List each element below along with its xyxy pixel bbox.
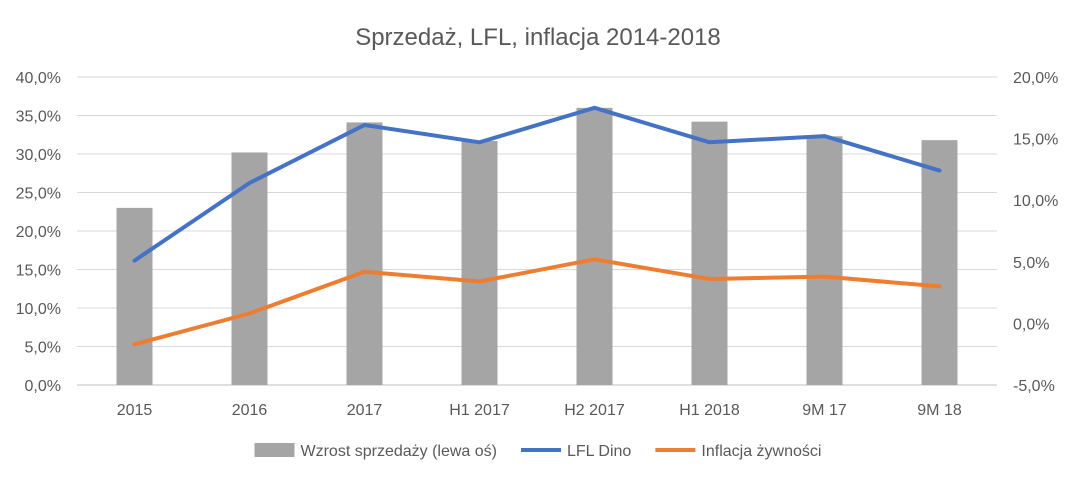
left-axis-tick-label: 35,0% xyxy=(16,109,61,126)
bar xyxy=(921,140,958,385)
x-axis-tick-label: 9M 18 xyxy=(917,402,962,419)
legend-swatch xyxy=(254,443,295,457)
left-axis-tick-label: 0,0% xyxy=(25,378,61,395)
legend-label: LFL Dino xyxy=(567,443,631,460)
x-axis-tick-label: H1 2018 xyxy=(679,402,740,419)
x-axis-tick-label: 2015 xyxy=(117,402,153,419)
bar xyxy=(806,136,843,385)
left-axis-tick-label: 10,0% xyxy=(16,301,61,318)
series-line xyxy=(132,105,942,263)
left-axis-tick-label: 20,0% xyxy=(16,224,61,241)
line-series xyxy=(132,105,942,347)
bar xyxy=(346,122,383,386)
legend: Wzrost sprzedaży (lewa oś) LFL Dino Inflac… xyxy=(254,443,821,460)
right-axis-tick-label: 0,0% xyxy=(1013,316,1049,333)
right-axis-tick-label: 5,0% xyxy=(1013,255,1049,272)
legend-label: Inflacja żywności xyxy=(701,443,821,460)
left-axis-tick-label: 25,0% xyxy=(16,186,61,203)
left-axis-tick-label: 5,0% xyxy=(25,340,61,357)
x-axis-tick-label: 2016 xyxy=(232,402,268,419)
left-axis-tick-label: 40,0% xyxy=(16,70,61,87)
bar xyxy=(691,121,728,385)
right-axis-tick-label: -5,0% xyxy=(1013,378,1055,395)
bar xyxy=(231,152,268,385)
legend-label: Wzrost sprzedaży (lewa oś) xyxy=(301,443,498,460)
x-axis-tick-label: 2017 xyxy=(347,402,383,419)
legend-item: Wzrost sprzedaży (lewa oś) xyxy=(254,443,498,460)
x-axis-tick-label: 9M 17 xyxy=(802,402,847,419)
right-axis-tick-label: 20,0% xyxy=(1013,70,1058,87)
gridlines xyxy=(77,76,997,386)
left-axis-tick-label: 30,0% xyxy=(16,147,61,164)
chart-title: Sprzedaż, LFL, inflacja 2014-2018 xyxy=(355,24,721,51)
legend-item: LFL Dino xyxy=(521,443,631,460)
bar-series xyxy=(116,107,958,386)
right-axis-ticks: -5,0% 0,0% 5,0% 10,0% 15,0% 20,0% xyxy=(1013,70,1058,395)
series-line xyxy=(132,257,942,347)
left-axis-tick-label: 15,0% xyxy=(16,263,61,280)
right-axis-tick-label: 15,0% xyxy=(1013,132,1058,149)
x-axis-tick-label: H2 2017 xyxy=(564,402,625,419)
bar xyxy=(576,107,613,386)
x-axis-tick-label: H1 2017 xyxy=(449,402,510,419)
right-axis-tick-label: 10,0% xyxy=(1013,193,1058,210)
bar xyxy=(461,140,498,385)
legend-item: Inflacja żywności xyxy=(655,443,821,460)
x-axis-ticks: 2015 2016 2017 H1 2017 H2 2017 H1 2018 9M 17 9M… xyxy=(117,402,962,419)
bar xyxy=(116,207,153,385)
left-axis-ticks: 0,0% 5,0% 10,0% 15,0% 20,0% 25,0% 30,0% 35,0% 40… xyxy=(16,70,61,395)
